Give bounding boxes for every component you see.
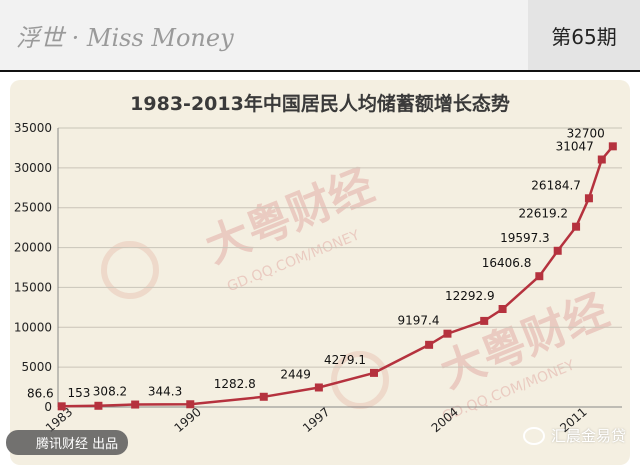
data-label: 31047 xyxy=(556,140,594,154)
data-point xyxy=(584,194,593,203)
y-tick-label: 20000 xyxy=(14,241,52,255)
data-label: 12292.9 xyxy=(445,289,495,303)
data-point xyxy=(572,222,581,231)
chart-title: 1983-2013年中国居民人均储蓄额增长态势 xyxy=(130,92,510,115)
data-label: 2449 xyxy=(280,367,311,381)
data-point xyxy=(553,246,562,255)
data-label: 1282.8 xyxy=(214,377,256,391)
data-label: 9197.4 xyxy=(397,314,439,328)
data-point xyxy=(535,272,544,281)
watermark-logo-lower xyxy=(331,351,389,409)
data-point xyxy=(131,400,140,409)
data-point xyxy=(314,383,323,392)
data-label: 86.6 xyxy=(27,386,54,400)
watermark-logo-upper xyxy=(101,241,159,299)
header-bar: 浮世 · Miss Money 第65期 xyxy=(0,0,640,70)
y-tick-label: 0 xyxy=(44,400,52,414)
data-label: 16406.8 xyxy=(482,256,532,270)
data-point xyxy=(608,142,617,151)
chart-frame: 大粤财经 GD.QQ.COM/MONEY 大粤财经 GD.QQ.COM/MONEY 19… xyxy=(10,80,630,465)
credit-badge: 腾讯财经 出品 xyxy=(6,430,129,455)
brand-title: 浮世 · Miss Money xyxy=(16,24,234,52)
savings-chart: 大粤财经GD.QQ.COM/MONEY大粤财经GD.QQ.COM/MONEY19… xyxy=(14,92,622,435)
y-tick-label: 25000 xyxy=(14,201,52,215)
data-label: 22619.2 xyxy=(518,207,568,221)
data-point xyxy=(597,155,606,164)
header-divider xyxy=(0,70,640,72)
data-label: 19597.3 xyxy=(500,231,550,245)
data-point xyxy=(425,340,434,349)
data-label: 344.3 xyxy=(148,384,182,398)
data-point xyxy=(443,329,452,338)
data-point xyxy=(94,401,103,410)
data-label: 32700 xyxy=(567,126,605,140)
data-point xyxy=(259,392,268,401)
data-point xyxy=(480,316,489,325)
data-point xyxy=(186,400,195,409)
x-tick-label: 1997 xyxy=(300,405,332,435)
issue-number: 第65期 xyxy=(528,0,640,70)
data-point xyxy=(57,402,66,411)
data-label: 153 xyxy=(68,386,91,400)
y-tick-label: 35000 xyxy=(14,121,52,135)
wechat-account-name: 汇晨金易贷 xyxy=(550,427,626,445)
y-tick-label: 5000 xyxy=(21,360,52,374)
data-point xyxy=(498,305,507,314)
wechat-account: 汇晨金易贷 xyxy=(522,425,626,446)
y-tick-label: 30000 xyxy=(14,161,52,175)
y-tick-label: 10000 xyxy=(14,320,52,334)
data-point xyxy=(369,368,378,377)
wechat-icon xyxy=(522,426,545,445)
data-label: 308.2 xyxy=(93,385,127,399)
y-tick-label: 15000 xyxy=(14,280,52,294)
x-tick-label: 1990 xyxy=(172,405,204,435)
data-label: 26184.7 xyxy=(531,178,581,192)
data-label: 4279.1 xyxy=(324,353,366,367)
